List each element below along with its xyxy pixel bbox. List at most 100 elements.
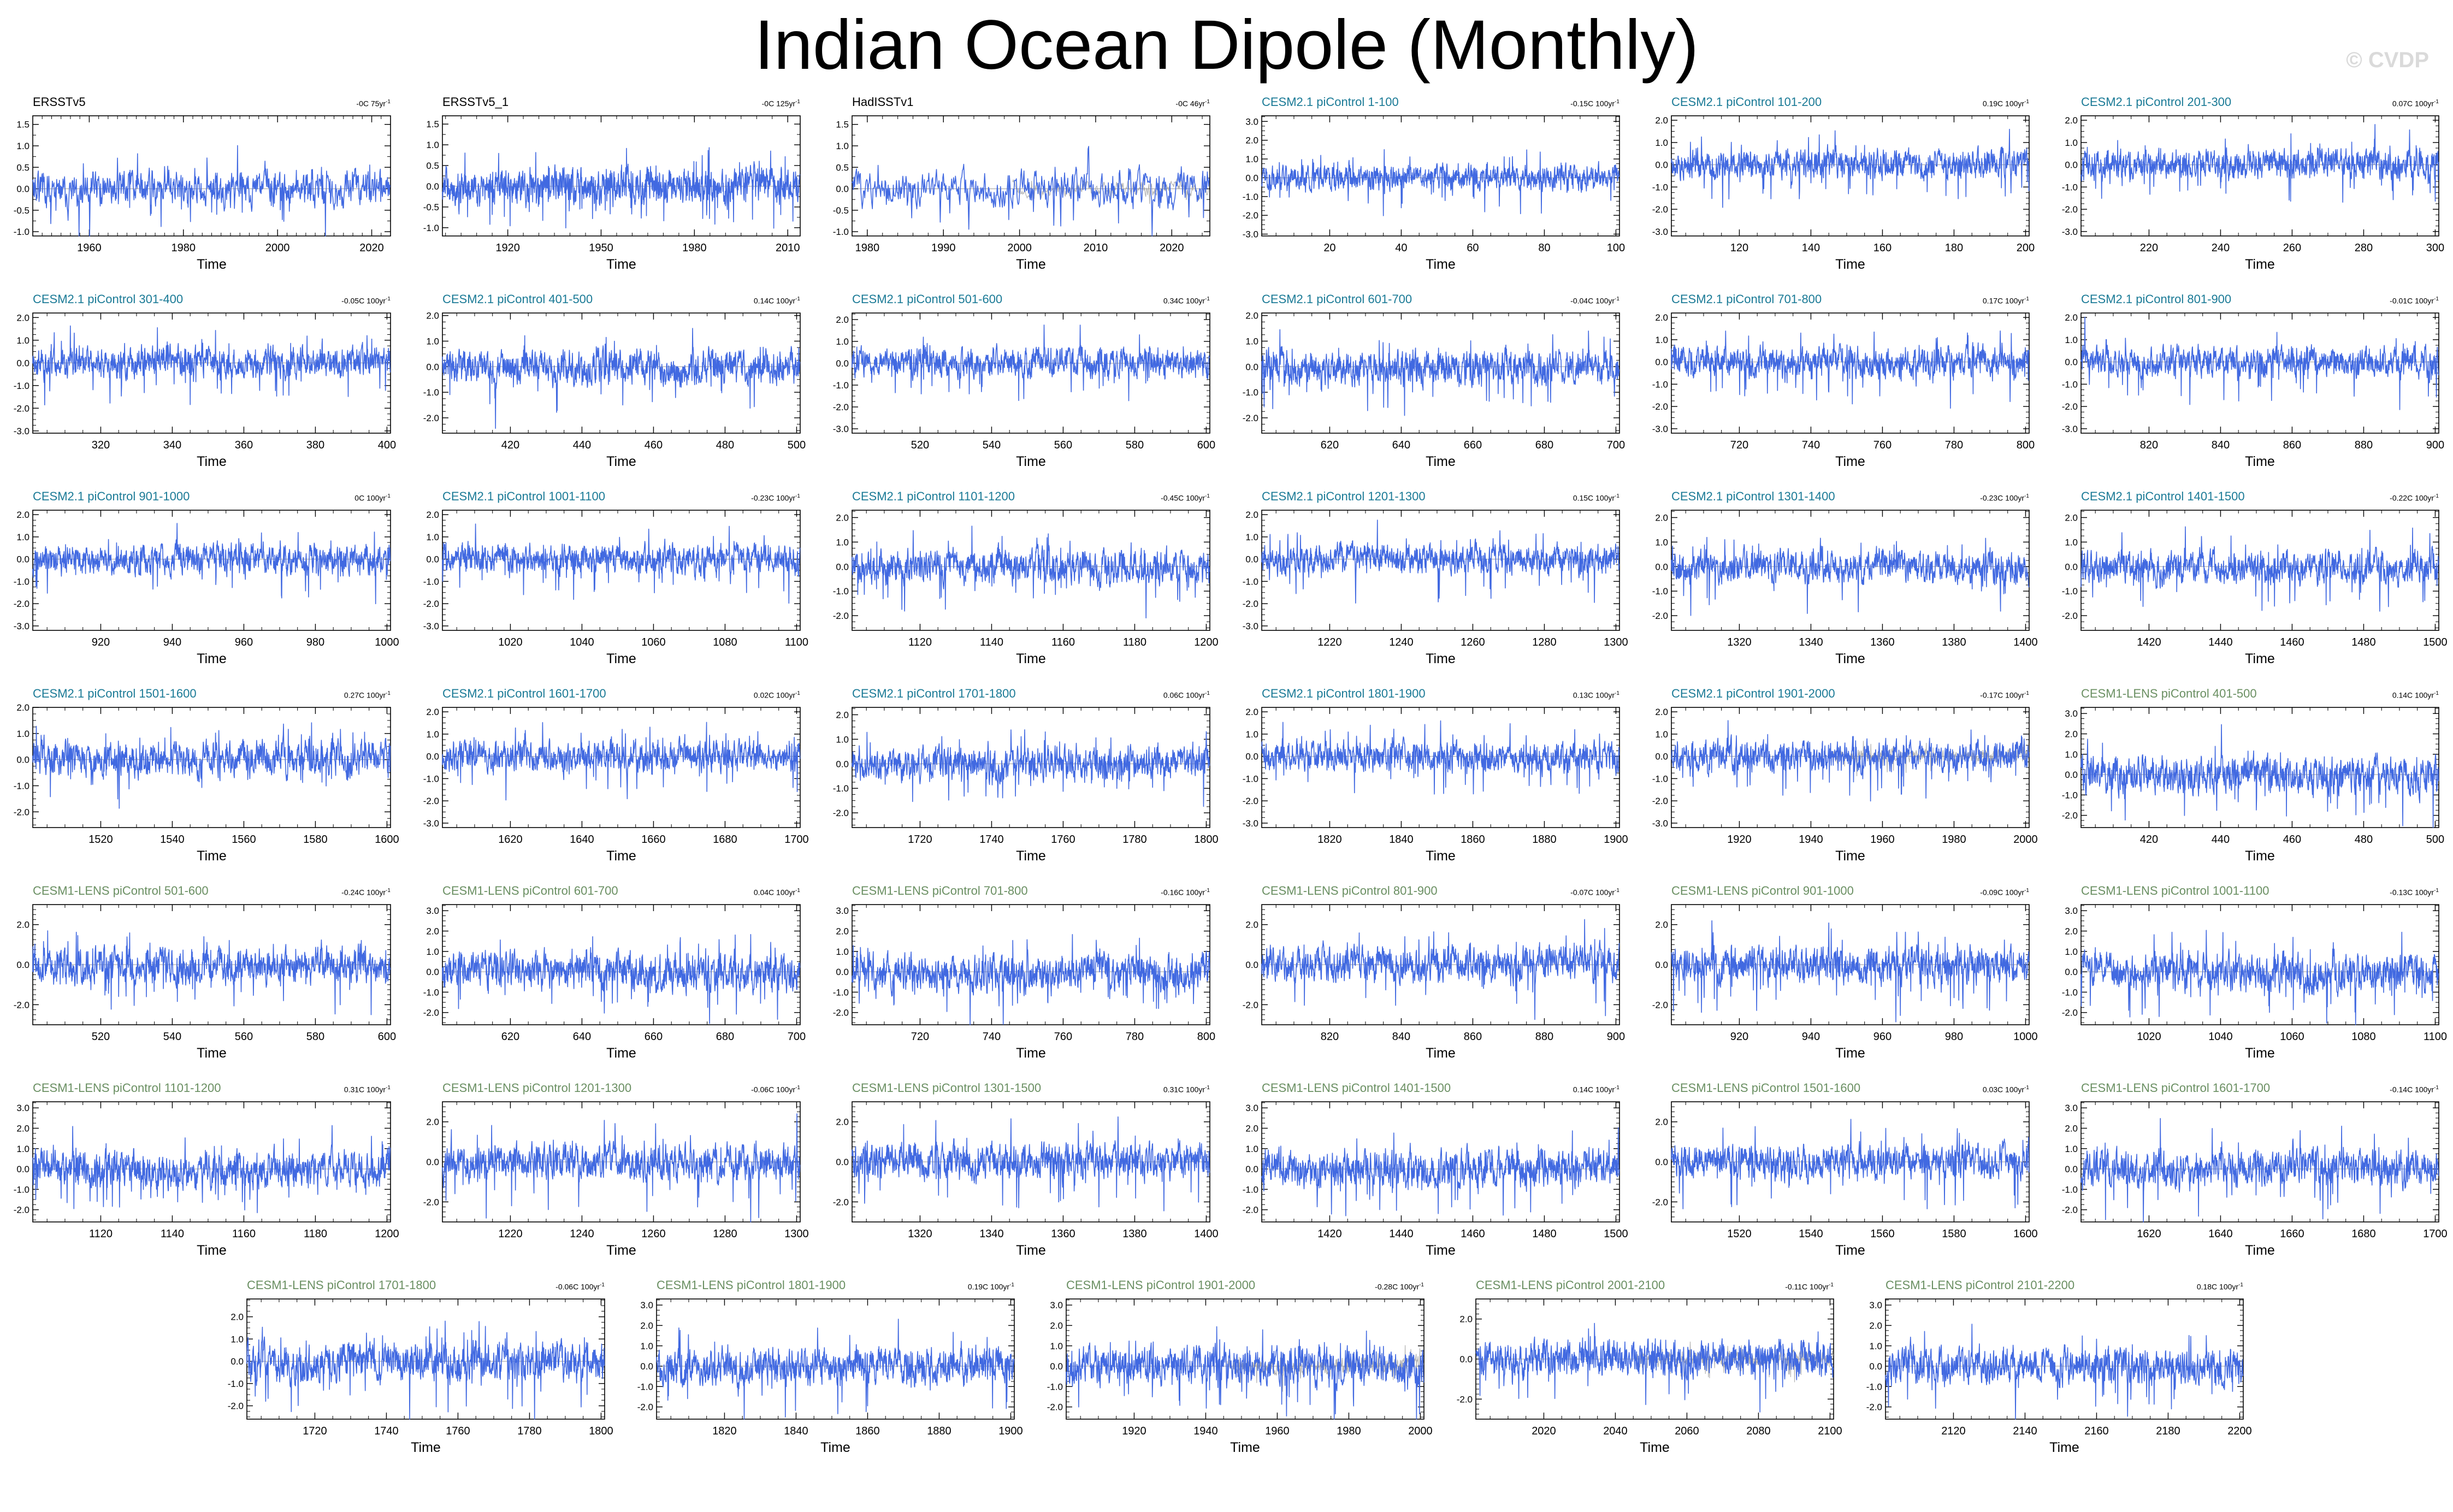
- trend-label: -0.14C 100yr-1: [2390, 1085, 2439, 1094]
- panel-title: CESM1-LENS piControl 2101-2200: [1885, 1278, 2075, 1292]
- plot-frame: [32, 510, 391, 631]
- y-tick-label: 1.0: [1245, 532, 1258, 542]
- y-tick-label: -2.0: [2062, 1008, 2078, 1018]
- y-tick-label: 0.0: [426, 967, 439, 977]
- timeseries-plot: -3.0 -2.0 -1.0 0.0 1.0 2.0 820 840 860 880 900: [2062, 312, 2444, 451]
- y-tick-label: -1.0: [423, 576, 439, 587]
- series-line: [1261, 329, 1620, 416]
- series-line: [1671, 920, 2030, 1023]
- ts-panel: CESM2.1 piControl 1201-1300 0.15C 100yr-1…: [1229, 482, 1636, 673]
- timeseries-plot: -3.0 -2.0 -1.0 0.0 1.0 2.0 220 240 260 280 300: [2062, 115, 2444, 254]
- y-tick-label: -2.0: [833, 611, 849, 621]
- y-tick-label: 3.0: [426, 906, 439, 916]
- x-axis-label: Time: [2245, 848, 2275, 864]
- panel-title: CESM1-LENS piControl 1101-1200: [33, 1081, 221, 1095]
- x-axis-label: Time: [197, 651, 227, 666]
- y-tick-label: 0.0: [1655, 1157, 1668, 1167]
- y-tick-label: 2.0: [16, 510, 29, 520]
- ts-panel: CESM1-LENS piControl 401-500 0.14C 100yr-…: [2048, 679, 2453, 870]
- y-tick-label: 0.0: [1655, 357, 1668, 368]
- x-axis-label: Time: [1016, 651, 1046, 666]
- x-tick-label: 1120: [89, 1228, 113, 1240]
- y-tick-label: 2.0: [836, 512, 849, 523]
- series-line: [2080, 1118, 2439, 1222]
- y-tick-label: 0.0: [16, 960, 29, 970]
- x-axis-label: Time: [606, 454, 636, 469]
- y-tick-label: 0.0: [1655, 960, 1668, 970]
- x-tick-label: 880: [1535, 1031, 1553, 1043]
- series-line: [2080, 724, 2439, 828]
- ts-panel: CESM2.1 piControl 1501-1600 0.27C 100yr-1…: [0, 679, 407, 870]
- x-tick-label: 740: [1802, 439, 1820, 451]
- trend-label: 0.31C 100yr-1: [344, 1085, 391, 1094]
- x-tick-label: 940: [163, 636, 181, 648]
- y-tick-label: 2.0: [1655, 920, 1668, 930]
- y-tick-label: -2.0: [2062, 401, 2078, 412]
- x-tick-label: 1600: [375, 834, 399, 846]
- y-tick-label: 0.0: [2065, 357, 2078, 368]
- y-tick-label: -2.0: [14, 599, 29, 609]
- x-tick-label: 1640: [570, 834, 594, 846]
- y-tick-label: -1.0: [833, 227, 849, 237]
- x-axis-label: Time: [1016, 454, 1046, 469]
- x-tick-label: 2010: [776, 242, 800, 254]
- y-tick-label: 3.0: [2065, 708, 2078, 719]
- y-tick-label: 1.5: [426, 119, 439, 129]
- y-tick-label: 1.0: [426, 532, 439, 542]
- trend-label: -0.23C 100yr-1: [1980, 493, 2029, 503]
- series-line: [442, 147, 801, 229]
- x-tick-label: 1900: [1604, 834, 1628, 846]
- x-axis-label: Time: [1426, 1243, 1456, 1258]
- x-tick-label: 1660: [2280, 1228, 2304, 1240]
- x-tick-label: 1940: [1193, 1425, 1218, 1437]
- x-tick-label: 420: [2140, 834, 2158, 846]
- x-axis-label: Time: [1426, 454, 1456, 469]
- y-tick-label: -3.0: [2062, 227, 2078, 237]
- x-tick-label: 680: [716, 1031, 734, 1043]
- x-tick-label: 1200: [375, 1228, 399, 1240]
- x-axis-label: Time: [606, 848, 636, 864]
- series-line: [1261, 149, 1620, 216]
- y-tick-label: 2.0: [836, 710, 849, 720]
- timeseries-plot: -2.0 0.0 2.0 1320 1340 1360 1380 1400: [833, 1101, 1219, 1240]
- timeseries-plot: -3.0 -2.0 -1.0 0.0 1.0 2.0 1820 1840 1860 1880 190…: [1243, 707, 1628, 846]
- series-line: [1261, 919, 1620, 1020]
- ts-panel: CESM2.1 piControl 101-200 0.19C 100yr-1 -3…: [1639, 87, 2046, 279]
- trend-label: 0.04C 100yr-1: [753, 888, 800, 897]
- y-tick-label: -2.0: [1243, 1000, 1258, 1010]
- trend-label: 0.27C 100yr-1: [344, 690, 391, 700]
- x-tick-label: 660: [645, 1031, 663, 1043]
- x-tick-label: 1380: [1122, 1228, 1147, 1240]
- series-line: [32, 325, 391, 406]
- series-line: [852, 934, 1210, 1025]
- panel-title: CESM2.1 piControl 1701-1800: [852, 687, 1016, 700]
- y-tick-label: 1.0: [836, 947, 849, 957]
- ts-panel: CESM2.1 piControl 601-700 -0.04C 100yr-1 -…: [1229, 285, 1636, 476]
- timeseries-plot: -3.0 -2.0 -1.0 0.0 1.0 2.0 520 540 560 580 600: [833, 312, 1215, 451]
- y-tick-label: -3.0: [14, 621, 29, 631]
- ts-panel: CESM2.1 piControl 501-600 0.34C 100yr-1 -3…: [819, 285, 1226, 476]
- x-tick-label: 1560: [232, 834, 256, 846]
- y-tick-label: -0.5: [833, 205, 849, 216]
- trend-label: 0.13C 100yr-1: [1573, 690, 1619, 700]
- x-tick-label: 360: [235, 439, 253, 451]
- y-tick-label: -2.0: [1243, 796, 1258, 806]
- y-tick-label: 0.0: [1245, 752, 1258, 762]
- y-tick-label: 0.0: [16, 1164, 29, 1174]
- ts-panel: CESM1-LENS piControl 501-600 -0.24C 100yr…: [0, 876, 407, 1067]
- x-tick-label: 1040: [570, 636, 594, 648]
- trend-label: 0.19C 100yr-1: [1982, 99, 2029, 108]
- x-tick-label: 320: [92, 439, 110, 451]
- x-tick-label: 180: [1945, 242, 1963, 254]
- y-tick-label: -3.0: [1652, 424, 1668, 434]
- y-tick-label: 2.0: [426, 926, 439, 936]
- x-tick-label: 1180: [304, 1228, 327, 1240]
- panel-title: CESM2.1 piControl 201-300: [2081, 95, 2232, 109]
- y-tick-label: 0.0: [2065, 770, 2078, 780]
- x-tick-label: 900: [2426, 439, 2444, 451]
- trend-label: 0.18C 100yr-1: [2196, 1282, 2243, 1291]
- x-axis-label: Time: [1835, 454, 1865, 469]
- y-tick-label: -2.0: [1243, 210, 1258, 221]
- timeseries-plot: -2.0 0.0 2.0 920 940 960 980 1000: [1652, 904, 2038, 1043]
- y-tick-label: 1.0: [426, 947, 439, 957]
